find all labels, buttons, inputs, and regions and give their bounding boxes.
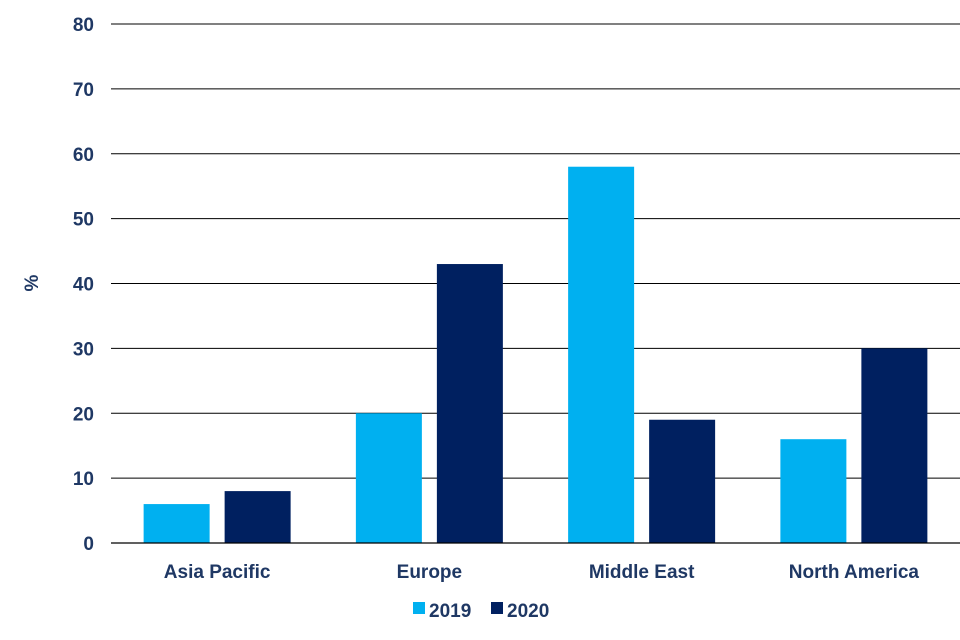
y-tick-label: 50 <box>73 210 94 231</box>
y-tick-label: 60 <box>73 145 94 166</box>
bar-2020-north-america <box>861 348 928 543</box>
legend-label-2020: 2020 <box>507 601 549 622</box>
bar-2020-middle-east <box>649 419 716 543</box>
y-tick-label: 80 <box>73 15 94 36</box>
y-tick-label: 40 <box>73 275 94 296</box>
bar-2020-europe <box>436 264 503 543</box>
bar-2019-north-america <box>780 439 847 543</box>
bar-2019-middle-east <box>568 166 635 543</box>
bar-2020-asia-pacific <box>224 491 291 543</box>
bar-2019-asia-pacific <box>143 504 210 543</box>
legend-swatch-2020 <box>491 602 503 614</box>
y-tick-label: 30 <box>73 339 94 360</box>
y-axis-title: % <box>22 274 43 291</box>
legend: 2019 2020 <box>413 601 549 622</box>
legend-label-2019: 2019 <box>429 601 471 622</box>
x-category-label: Europe <box>397 562 462 583</box>
y-tick-label: 70 <box>73 80 94 101</box>
y-tick-label: 20 <box>73 404 94 425</box>
x-category-label: North America <box>789 562 920 583</box>
bars <box>143 166 928 543</box>
y-tick-label: 0 <box>83 534 94 555</box>
x-category-label: Middle East <box>589 562 695 583</box>
x-axis-categories: Asia Pacific Europe Middle East North Ameri… <box>164 562 920 583</box>
y-tick-label: 10 <box>73 469 94 490</box>
legend-swatch-2019 <box>413 602 425 614</box>
x-category-label: Asia Pacific <box>164 562 271 583</box>
gridlines <box>111 23 960 479</box>
bar-2019-europe <box>355 413 422 543</box>
y-axis-ticks: 0 10 20 30 40 50 60 70 80 <box>73 15 94 555</box>
